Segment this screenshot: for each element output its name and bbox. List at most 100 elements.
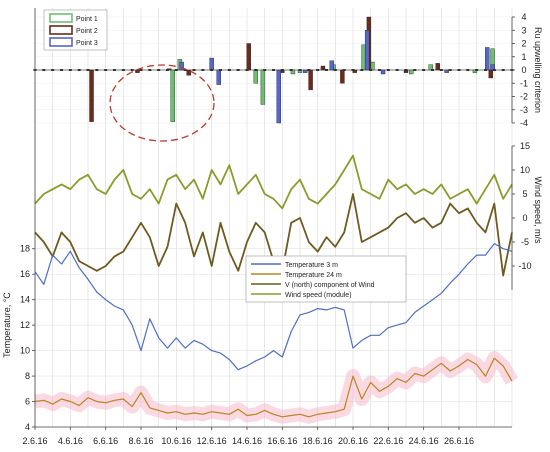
zero-marker (192, 69, 196, 71)
temperature-tick-label: 4 (25, 422, 30, 432)
zero-marker (254, 69, 258, 71)
zero-marker (307, 69, 311, 71)
zero-marker (475, 69, 479, 71)
zero-marker (351, 69, 355, 71)
ru-tick-label: 3 (521, 25, 526, 35)
legend-label-point2: Point 2 (76, 28, 98, 35)
bar-point3 (179, 61, 184, 71)
legend-swatch-point1 (49, 13, 73, 23)
ru-tick-label: 4 (521, 12, 526, 22)
bar-point2 (246, 43, 251, 71)
wind-tick-label: 10 (520, 165, 530, 175)
zero-marker (325, 69, 328, 71)
x-tick-label: 18.6.16 (303, 436, 333, 446)
zero-marker (139, 69, 143, 71)
wind-tick-label: -10 (518, 261, 531, 271)
zero-marker (272, 69, 275, 71)
bar-point1 (260, 69, 266, 105)
upwelling-annotation-circle (109, 64, 215, 142)
zero-marker (395, 69, 399, 71)
bar-point3 (380, 69, 386, 75)
bar-point3 (216, 69, 221, 85)
x-tick-label: 4.6.16 (58, 436, 83, 446)
ru-axis-title: Ru upwelling criterion (533, 27, 543, 113)
wind-tick-label: 5 (522, 189, 527, 199)
bar-point2 (488, 69, 493, 79)
zero-marker (316, 69, 320, 71)
legend-label-point3: Point 3 (76, 40, 98, 47)
zero-marker (378, 69, 381, 71)
zero-marker (386, 69, 390, 71)
zero-marker (298, 69, 302, 71)
zero-marker (342, 69, 346, 71)
zero-marker (113, 69, 116, 71)
zero-marker (121, 69, 125, 71)
zero-marker (236, 69, 240, 71)
ru-tick-label: 1 (521, 52, 526, 62)
x-tick-label: 24.6.16 (409, 436, 439, 446)
zero-marker (413, 69, 417, 71)
zero-marker (422, 69, 426, 71)
ru-tick-label: -3 (520, 105, 528, 115)
zero-marker (219, 69, 222, 71)
x-tick-label: 8.6.16 (128, 436, 153, 446)
zero-marker (51, 69, 55, 71)
temperature-axis-title: Temperature, °C (2, 292, 12, 358)
temperature-tick-label: 16 (20, 269, 30, 279)
legend-swatch-point3 (49, 37, 73, 47)
zero-marker (448, 69, 452, 71)
x-tick-label: 16.6.16 (267, 436, 297, 446)
temperature-tick-label: 6 (25, 397, 30, 407)
zero-marker (263, 69, 267, 71)
zero-marker (333, 69, 337, 71)
zero-marker (104, 69, 108, 71)
temperature-tick-label: 10 (20, 346, 30, 356)
bar-point2 (435, 63, 440, 71)
bar-point3 (276, 69, 281, 124)
bar-point3 (444, 69, 449, 73)
x-tick-label: 10.6.16 (161, 436, 191, 446)
zero-marker (68, 69, 72, 71)
series-line-temperature-3m (34, 243, 513, 371)
zero-marker (369, 69, 373, 71)
series-line-temperature-24m (34, 357, 513, 418)
wind-tick-label: 0 (522, 213, 527, 223)
bar-point2 (135, 69, 140, 73)
ru-tick-label: -2 (520, 92, 528, 102)
zero-marker (148, 69, 152, 71)
bar-point2 (89, 69, 94, 122)
legend-label-point1: Point 1 (76, 16, 98, 23)
temperature-tick-label: 8 (25, 371, 30, 381)
legend-label-vnorth: V (north) component of Wind (285, 282, 375, 289)
zero-marker (95, 69, 99, 71)
legend-label-wind: Wind speed (module) (285, 292, 352, 299)
bar-point1 (290, 69, 296, 75)
zero-marker (201, 69, 205, 71)
x-tick-label: 26.6.16 (444, 436, 474, 446)
zero-marker (130, 69, 134, 71)
bar-point3 (209, 57, 214, 71)
zero-marker (174, 69, 178, 71)
bar-point3 (303, 69, 308, 73)
zero-marker (183, 69, 187, 71)
wind-tick-label: -5 (521, 237, 529, 247)
zero-marker (227, 69, 231, 71)
highlight-band (34, 351, 519, 424)
zero-marker (501, 69, 505, 71)
temperature-highlight-band (34, 351, 519, 424)
zero-marker (360, 69, 364, 71)
wind-tick-label: 15 (520, 141, 530, 151)
series-line-wind-speed (34, 154, 513, 210)
bar-point3 (490, 64, 495, 71)
bar-point2 (308, 69, 313, 91)
temperature-tick-label: 12 (20, 320, 30, 330)
ru-tick-label: 2 (521, 39, 526, 49)
zero-marker (77, 69, 81, 71)
x-tick-label: 22.6.16 (373, 436, 403, 446)
bar-point3 (485, 47, 490, 71)
legend-label-temp3: Temperature 3 m (285, 262, 338, 269)
legend-label-temp24: Temperature 24 m (285, 272, 342, 279)
zero-marker (280, 69, 284, 71)
zero-marker (42, 69, 46, 71)
bar-point1 (253, 69, 259, 84)
